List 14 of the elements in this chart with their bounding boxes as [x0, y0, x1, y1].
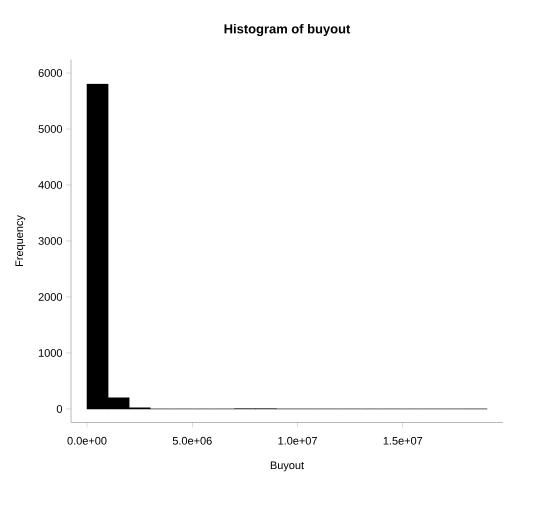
x-tick-label: 1.0e+07	[278, 436, 317, 445]
y-tick-label: 5000	[38, 125, 62, 133]
x-axis-title: Buyout	[270, 462, 304, 472]
y-tick-label: 6000	[38, 69, 62, 77]
x-tick-label: 1.5e+07	[384, 436, 422, 445]
x-tick-label: 0.0e+00	[67, 436, 107, 445]
x-tick-label: 5.0e+06	[172, 436, 212, 445]
y-tick-label: 3000	[38, 237, 62, 245]
y-axis-title: Frequency	[15, 215, 26, 266]
y-tick-label: 4000	[38, 181, 62, 189]
y-tick-label: 2000	[38, 293, 62, 301]
y-tick-label: 0	[56, 405, 62, 413]
chart-title: Histogram of buyout	[224, 24, 350, 36]
y-tick-label: 1000	[38, 349, 62, 357]
